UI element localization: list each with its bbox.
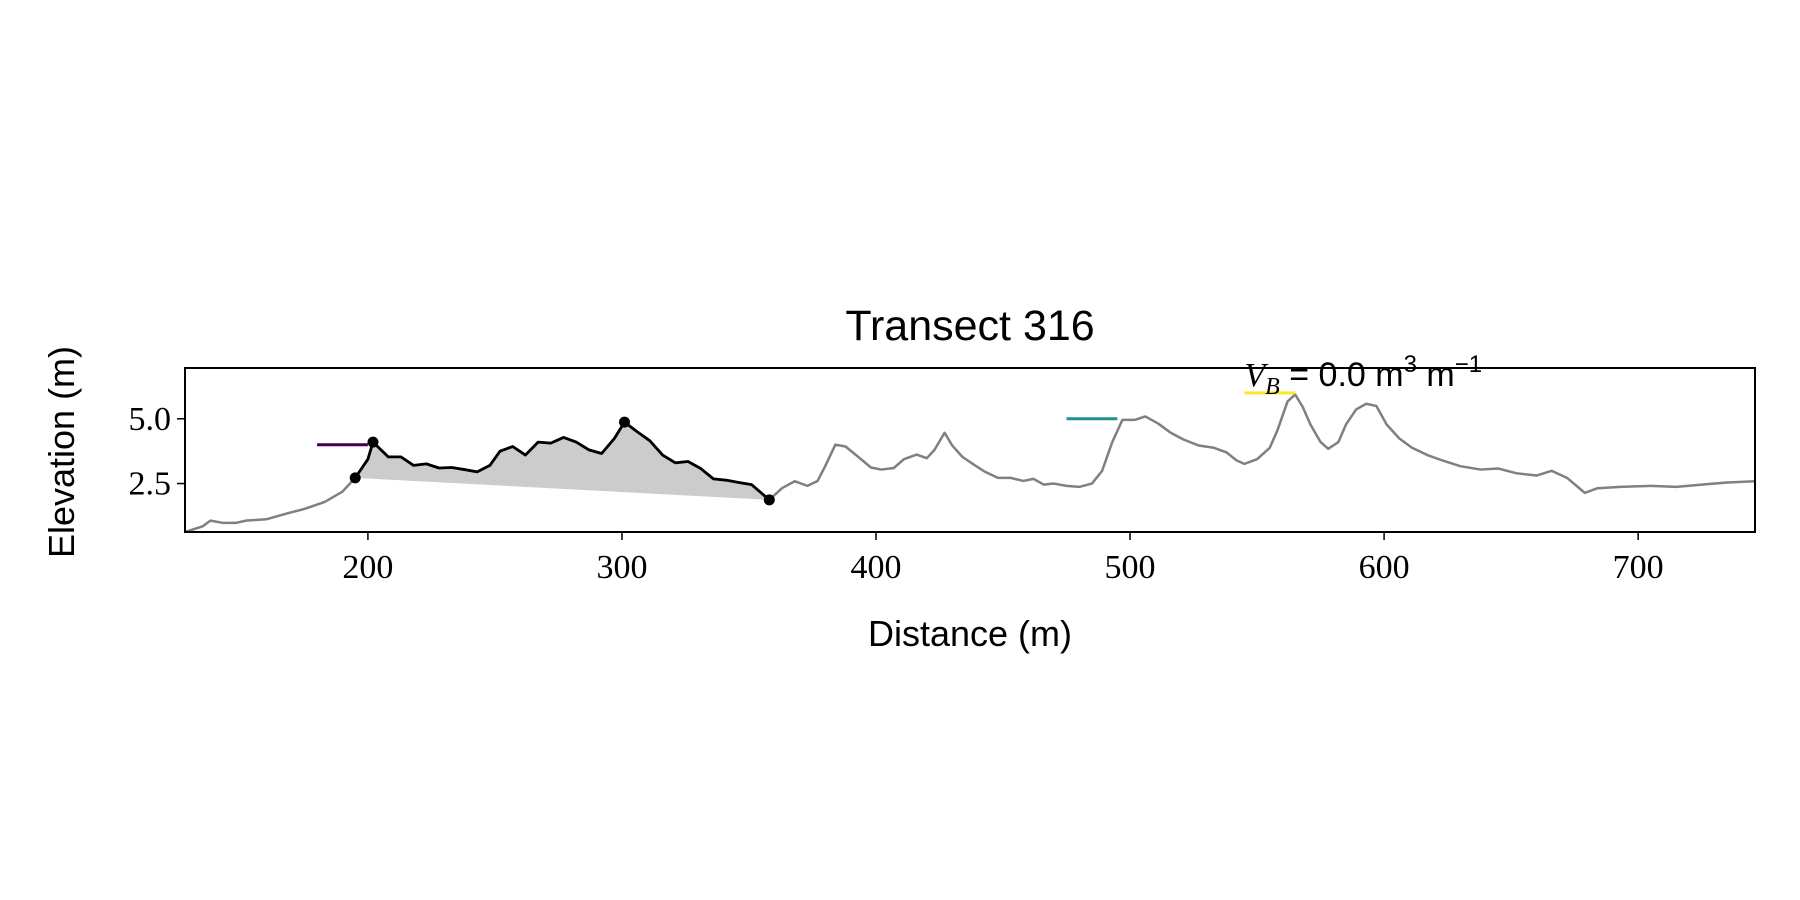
annotation-part: m <box>1417 356 1455 394</box>
x-tick-label: 400 <box>851 549 902 586</box>
annotation-part: −1 <box>1455 351 1482 378</box>
x-tick-label: 700 <box>1613 549 1664 586</box>
y-tick-label: 2.5 <box>129 466 172 503</box>
annotation-part: 3 <box>1404 351 1417 378</box>
x-tick-label: 300 <box>596 549 647 586</box>
point <box>618 416 630 428</box>
chart-title: Transect 316 <box>845 302 1094 350</box>
x-tick-label: 600 <box>1359 549 1410 586</box>
plot-frame <box>184 367 1756 533</box>
annotation: VB = 0.0 m3 m−1 <box>1244 351 1482 400</box>
dune-fill <box>355 422 770 500</box>
point <box>763 494 775 506</box>
point <box>367 436 379 448</box>
point <box>349 472 361 484</box>
y-axis-label: Elevation (m) <box>41 346 82 558</box>
x-tick-label: 200 <box>342 549 393 586</box>
y-tick-label: 5.0 <box>129 401 172 438</box>
annotation-part: = 0.0 m <box>1280 356 1404 394</box>
x-axis-label: Distance (m) <box>868 613 1072 654</box>
annotation-part: B <box>1265 374 1280 400</box>
series-line <box>354 420 771 501</box>
x-tick-label: 500 <box>1105 549 1156 586</box>
